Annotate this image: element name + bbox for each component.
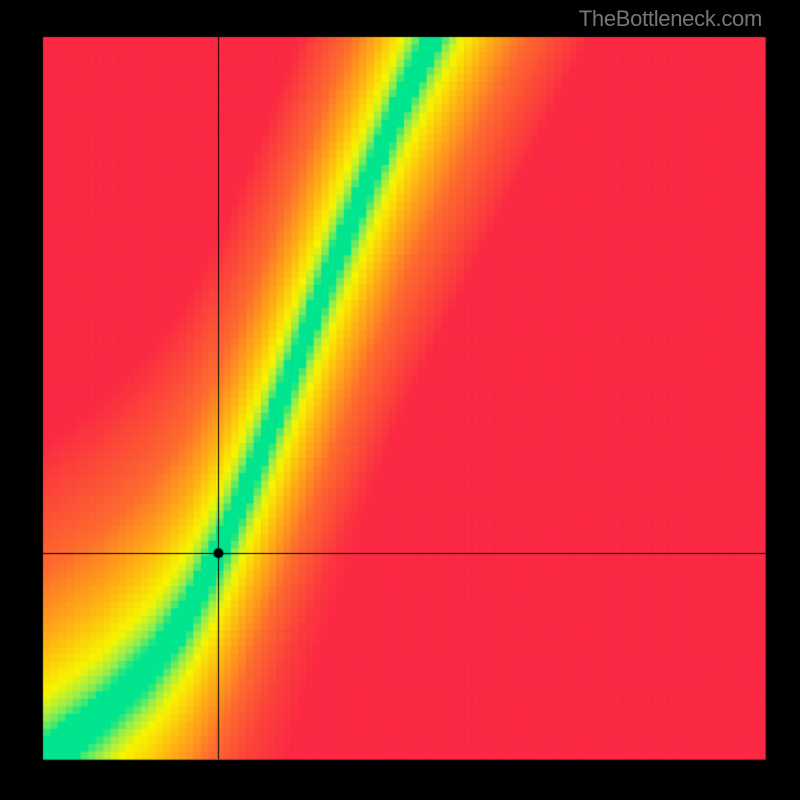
bottleneck-heatmap [0, 0, 800, 800]
watermark-text: TheBottleneck.com [579, 6, 762, 32]
